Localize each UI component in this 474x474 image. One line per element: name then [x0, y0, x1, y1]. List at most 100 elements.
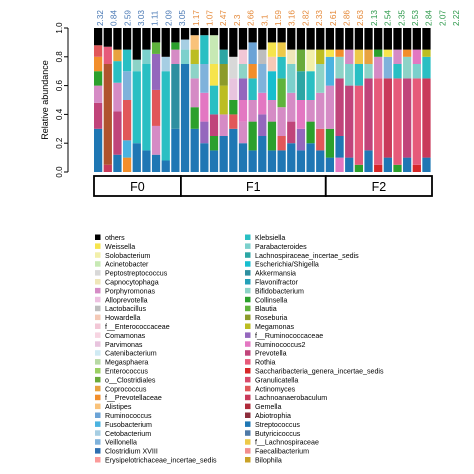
legend-entry: Cetobacterium [105, 430, 151, 438]
bar-segment [364, 28, 373, 50]
legend-swatch [95, 296, 101, 303]
bar-segment [383, 78, 392, 158]
diversity-label: 2.33 [315, 10, 324, 26]
legend-entry: Ruminococcus2 [255, 341, 306, 349]
bar-F2-11 [422, 28, 431, 172]
legend-entry: Parabacteroides [255, 243, 307, 251]
legend-entry: f__Lachnospiraceae [255, 439, 319, 447]
bar-segment [364, 150, 373, 172]
legend-swatch [245, 279, 251, 285]
bar-segment [306, 71, 315, 100]
bar-F1-1 [180, 28, 190, 172]
bar-segment [277, 136, 286, 151]
bar-segment [287, 28, 296, 50]
diversity-label: 2.63 [356, 10, 365, 26]
legend-swatch [95, 234, 101, 240]
group-label-F0: F0 [130, 180, 145, 194]
bar-segment [229, 114, 238, 129]
bar-segment [412, 164, 421, 172]
legend-entry: Megamonas [255, 323, 294, 331]
legend-swatch [245, 323, 251, 329]
bar-segment [306, 121, 315, 144]
legend-entry: Streptococcus [255, 421, 300, 429]
bar-segment [103, 28, 112, 47]
legend-swatch [245, 252, 251, 258]
legend-swatch [245, 234, 251, 240]
bar-segment [209, 136, 219, 151]
bar-segment [161, 71, 170, 161]
bar-segment [229, 100, 238, 115]
legend-swatch [95, 376, 101, 383]
bar-F1-5 [219, 28, 228, 172]
bar-segment [132, 71, 141, 144]
legend-swatch [245, 376, 251, 383]
bar-segment [122, 71, 132, 100]
bar-segment [393, 28, 402, 50]
bar-segment [403, 78, 412, 158]
diversity-label: 2.35 [397, 10, 406, 26]
bar-segment [209, 150, 219, 172]
legend-entry: Veillonella [105, 439, 137, 447]
legend-entry: Fusobacterium [105, 421, 152, 429]
legend-entry: Akkermansia [255, 270, 296, 278]
bar-segment [190, 107, 199, 129]
bar-segment [171, 28, 180, 43]
bar-segment [412, 49, 421, 64]
bar-segment [248, 28, 257, 43]
bar-segment [94, 102, 103, 129]
legend-swatch [95, 305, 101, 312]
bar-F2-4 [354, 28, 363, 172]
bar-segment [296, 71, 306, 100]
bar-segment [287, 49, 296, 64]
bar-segment [412, 64, 421, 79]
bar-segment [258, 49, 267, 64]
legend-swatch [95, 430, 101, 436]
diversity-label: 3.05 [178, 10, 187, 26]
bar-segment [219, 85, 228, 115]
group-box-F2 [324, 175, 433, 197]
bar-segment [219, 64, 228, 86]
bar-segment [316, 150, 325, 172]
bar-segment [229, 78, 238, 100]
bar-segment [142, 150, 151, 172]
bar-segment [325, 49, 335, 57]
bar-segment [94, 71, 103, 86]
bar-segment [248, 64, 257, 79]
legend-entry: Ruminococcus [105, 412, 152, 420]
bar-F2-3 [345, 28, 354, 172]
bar-segment [248, 42, 257, 64]
bar-segment [200, 28, 209, 36]
bar-segment [180, 39, 190, 50]
bar-segment [238, 143, 248, 172]
legend-swatch [245, 261, 251, 267]
diversity-label: 2.66 [247, 10, 256, 26]
bar-segment [229, 56, 238, 79]
legend-swatch [95, 350, 101, 356]
bar-segment [316, 92, 325, 129]
bar-segment [238, 64, 248, 79]
bar-segment [190, 35, 199, 50]
y-axis: 0.0 0.2 0.4 0.6 0.8 1.0 [55, 22, 69, 178]
legend-swatch [245, 332, 251, 338]
bar-segment [132, 143, 141, 172]
legend-swatch [95, 421, 101, 427]
bar-F1-12 [287, 28, 296, 172]
bar-segment [248, 150, 257, 172]
bar-segment [325, 157, 335, 172]
legend-entry: Prevotella [255, 350, 287, 358]
bar-segment [354, 164, 363, 172]
legend-swatch [95, 279, 101, 285]
bar-segment [258, 92, 267, 115]
bar-F1-11 [277, 28, 286, 172]
bar-segment [113, 154, 122, 172]
bar-segment [267, 121, 277, 151]
bar-segment [374, 164, 383, 172]
legend-entry: Clostridium XVIII [105, 448, 158, 456]
bar-F2-9 [403, 28, 412, 172]
legend-entry: Catenibacterium [105, 350, 157, 358]
bar-segment [171, 128, 180, 172]
bar-segment [422, 28, 431, 50]
bar-segment [229, 28, 238, 57]
bar-segment [335, 28, 344, 50]
legend-entry: Faecalibacterium [255, 448, 309, 456]
